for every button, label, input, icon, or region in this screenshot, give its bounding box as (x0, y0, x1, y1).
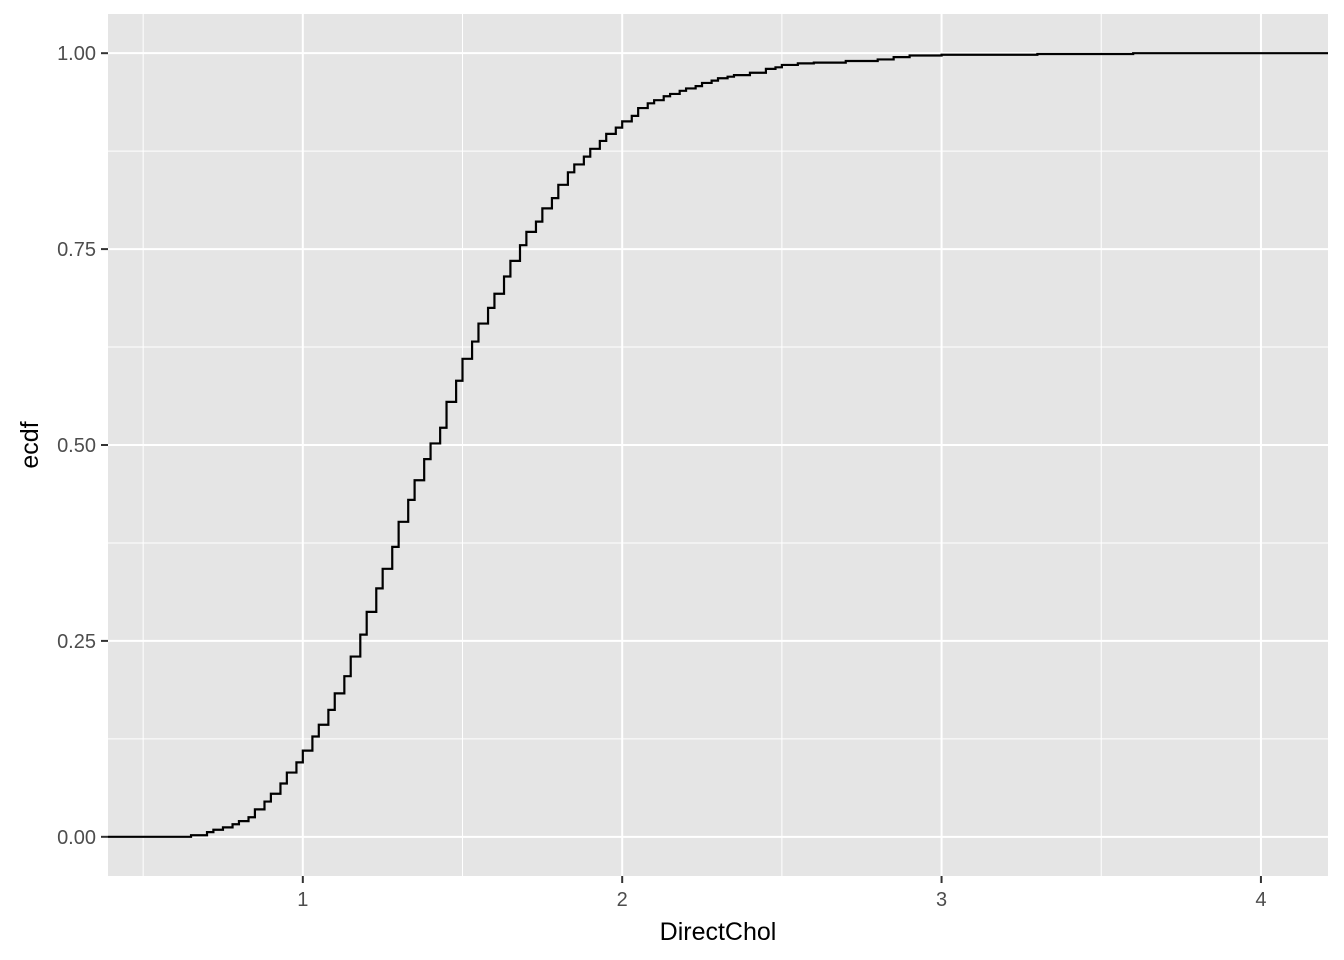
x-tick-label: 2 (617, 889, 628, 911)
y-tick-label: 1.00 (57, 43, 96, 65)
x-tick-label: 4 (1255, 889, 1266, 911)
y-axis-title: ecdf (16, 421, 44, 468)
axis-ticks (101, 52, 1262, 883)
x-axis-title: DirectChol (660, 918, 777, 946)
data-layer (108, 52, 1328, 838)
y-tick-label: 0.50 (57, 435, 96, 457)
ecdf-step-line (108, 52, 1328, 838)
y-tick-label: 0.00 (57, 827, 96, 849)
tick-labels: 1 2 3 4 0.00 0.25 0.50 0.75 1.00 (57, 43, 1266, 911)
y-tick-label: 0.75 (57, 239, 96, 261)
x-tick-label: 3 (936, 889, 947, 911)
y-tick-label: 0.25 (57, 631, 96, 653)
x-tick-label: 1 (297, 889, 308, 911)
